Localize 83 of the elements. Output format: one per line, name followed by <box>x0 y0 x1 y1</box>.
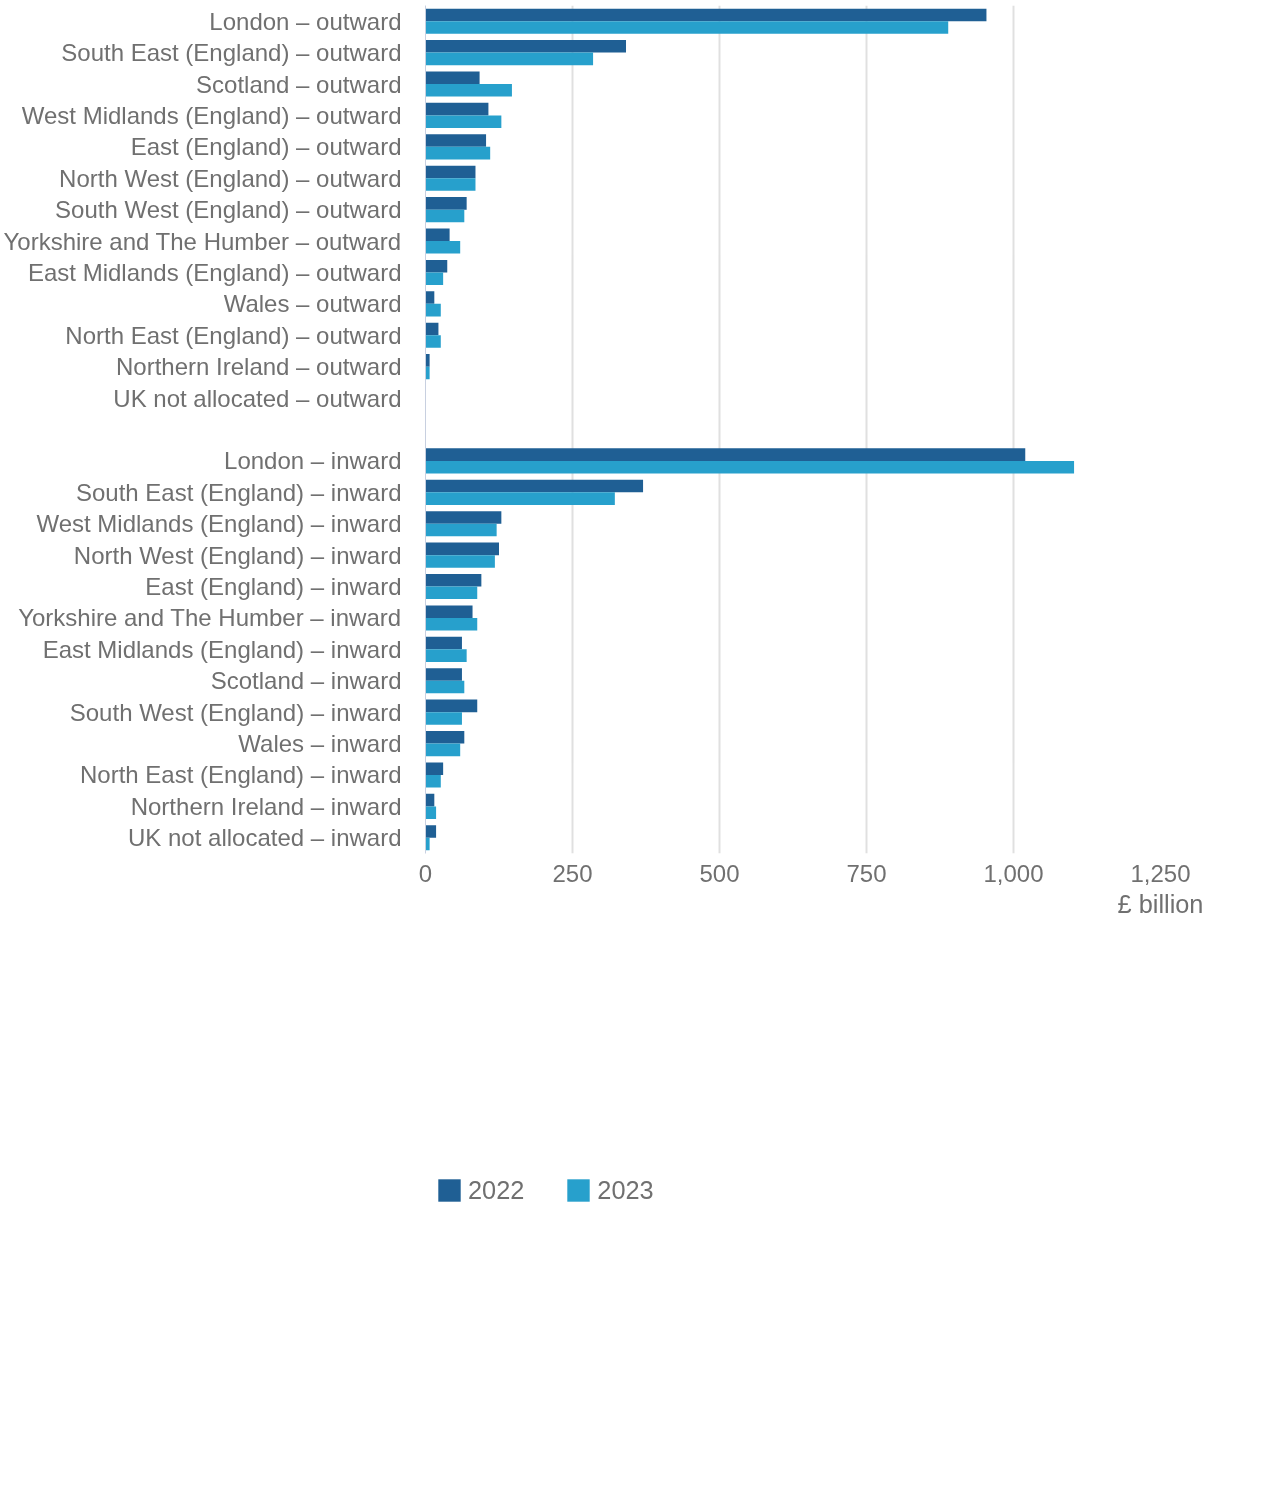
y-tick-label: North West (England) – inward <box>73 541 402 569</box>
y-tick-label: North East (England) – outward <box>65 321 402 349</box>
bar <box>425 806 437 819</box>
y-tick-label: Scotland – outward <box>196 70 402 98</box>
bar <box>425 680 465 694</box>
bar <box>425 209 465 223</box>
bar <box>425 523 497 537</box>
bar <box>425 272 444 286</box>
bar <box>425 605 473 618</box>
y-tick-label: London – inward <box>224 447 402 475</box>
bar <box>425 573 482 587</box>
y-tick-label: Yorkshire and The Humber – outward <box>3 227 402 255</box>
y-tick-label: East (England) – outward <box>130 133 402 161</box>
x-tick-label: 1,250 <box>1130 859 1191 887</box>
bar <box>425 303 441 317</box>
y-tick-label: South West (England) – inward <box>69 698 402 726</box>
bar <box>425 636 462 650</box>
bar <box>425 291 435 304</box>
x-tick-label: 1,000 <box>983 859 1044 887</box>
y-tick-label: Northern Ireland – outward <box>116 353 402 381</box>
bar <box>425 460 1075 474</box>
bar <box>425 197 467 210</box>
bar <box>425 178 476 191</box>
bar <box>425 492 615 505</box>
bar <box>425 825 437 838</box>
bar <box>425 448 1026 461</box>
y-tick-label: Wales – inward <box>238 730 402 758</box>
y-tick-label: Northern Ireland – inward <box>130 792 402 820</box>
y-tick-label: North West (England) – outward <box>59 164 402 192</box>
bar <box>425 479 644 493</box>
bar <box>425 743 461 757</box>
y-tick-label: East Midlands (England) – outward <box>27 258 402 286</box>
bar <box>425 712 462 725</box>
bar <box>425 241 461 254</box>
y-tick-label: West Midlands (England) – inward <box>36 510 402 538</box>
bar <box>425 335 441 348</box>
bar <box>425 617 478 631</box>
bar <box>425 40 627 53</box>
bar <box>425 146 491 160</box>
y-tick-label: UK not allocated – inward <box>128 824 402 852</box>
bar <box>425 542 499 556</box>
y-tick-label: East (England) – inward <box>145 573 402 601</box>
y-tick-label: Wales – outward <box>223 290 402 318</box>
y-tick-label: UK not allocated – outward <box>113 384 402 412</box>
bar <box>425 8 987 22</box>
x-axis-title: £ billion <box>1117 889 1204 918</box>
bar <box>425 511 502 524</box>
x-tick-label: 500 <box>699 859 740 887</box>
x-tick-label: 0 <box>418 859 433 887</box>
bar <box>425 71 480 85</box>
bar <box>425 699 478 713</box>
legend-label: 2022 <box>468 1175 525 1205</box>
bar <box>425 102 489 116</box>
y-tick-label: London – outward <box>209 7 402 35</box>
y-tick-label: East Midlands (England) – inward <box>42 635 402 663</box>
y-tick-label: South East (England) – outward <box>61 39 402 67</box>
bar <box>425 762 444 775</box>
bar <box>425 228 450 242</box>
bar <box>425 649 467 662</box>
bar <box>425 731 465 744</box>
bar <box>425 52 594 66</box>
y-tick-label: Scotland – inward <box>210 667 402 695</box>
x-tick-label: 250 <box>552 859 593 887</box>
bar <box>425 354 430 367</box>
x-tick-label: 750 <box>846 859 887 887</box>
y-tick-label: South East (England) – inward <box>75 478 402 506</box>
bar <box>425 134 487 147</box>
bar <box>425 115 502 128</box>
bar <box>425 555 495 568</box>
y-tick-label: West Midlands (England) – outward <box>21 101 402 129</box>
bar <box>425 259 448 273</box>
bar <box>425 84 512 97</box>
y-tick-label: South West (England) – outward <box>55 196 402 224</box>
legend-label: 2023 <box>597 1175 654 1205</box>
bar <box>425 837 430 851</box>
bar <box>425 668 462 681</box>
bar <box>425 586 478 600</box>
y-tick-label: Yorkshire and The Humber – inward <box>18 604 402 632</box>
y-tick-label: North East (England) – inward <box>80 761 402 789</box>
bar <box>425 366 430 380</box>
bar <box>425 774 441 788</box>
bar <box>425 21 949 34</box>
bar <box>425 165 476 179</box>
